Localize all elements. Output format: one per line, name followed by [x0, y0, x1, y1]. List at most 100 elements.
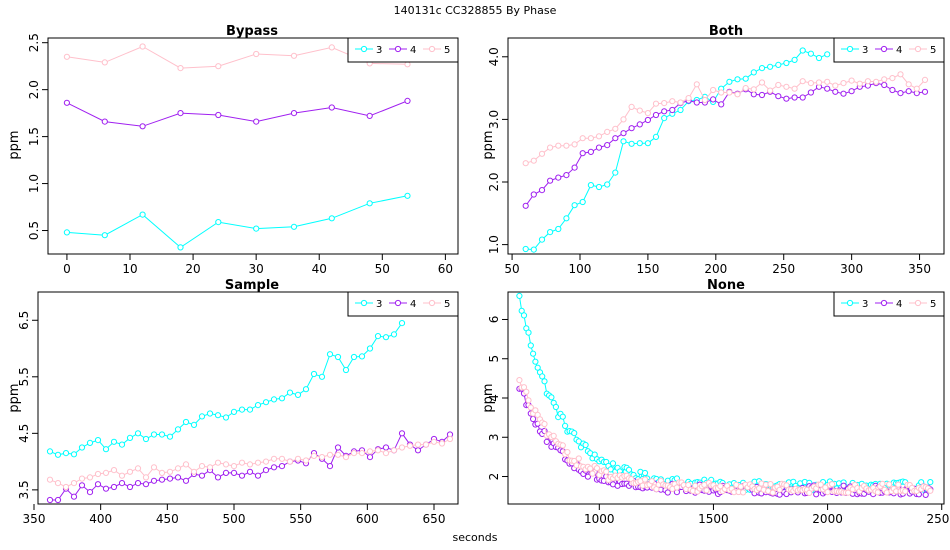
data-point: [126, 434, 134, 441]
y-axis-label: ppm: [481, 383, 496, 412]
data-point: [832, 88, 839, 95]
data-point: [166, 475, 174, 482]
data-point: [718, 89, 725, 96]
data-point: [254, 472, 262, 479]
data-point: [620, 116, 627, 123]
data-point: [246, 406, 254, 413]
data-point: [824, 51, 831, 58]
data-point: [547, 144, 554, 151]
data-point: [522, 245, 529, 253]
data-point: [652, 111, 660, 119]
x-tick-label: 0: [63, 262, 71, 276]
data-point: [230, 408, 238, 415]
data-point: [807, 89, 815, 96]
data-point: [78, 444, 86, 451]
data-point: [881, 81, 888, 89]
data-point: [685, 481, 692, 489]
data-point: [366, 200, 373, 207]
data-point: [791, 56, 798, 64]
y-tick-label: 5.5: [17, 367, 31, 386]
data-point: [902, 488, 909, 495]
data-point: [648, 478, 655, 485]
data-point: [118, 472, 126, 479]
data-point: [70, 480, 78, 487]
data-point: [238, 406, 246, 413]
data-point: [366, 448, 374, 455]
data-point: [775, 61, 782, 69]
data-point: [530, 350, 537, 357]
data-point: [254, 459, 262, 466]
data-point: [726, 89, 733, 96]
data-point: [661, 115, 668, 122]
x-tick-label: 50: [504, 262, 519, 276]
data-point: [652, 100, 660, 107]
data-point: [740, 489, 747, 496]
legend-label: 3: [862, 45, 868, 56]
legend-marker: [394, 45, 402, 53]
data-point: [889, 86, 896, 94]
data-point: [579, 198, 586, 206]
data-point: [620, 138, 627, 145]
data-point: [582, 441, 589, 449]
data-point: [326, 451, 334, 458]
data-point: [609, 460, 617, 467]
data-point: [555, 225, 562, 233]
data-point: [382, 334, 390, 341]
data-point: [62, 483, 70, 491]
data-point: [522, 202, 529, 209]
y-tick-label: 3.5: [17, 480, 31, 499]
x-tick-label: 150: [636, 262, 659, 276]
data-point: [54, 496, 62, 504]
data-point: [94, 470, 102, 478]
data-point: [326, 463, 334, 470]
data-point: [548, 394, 555, 401]
data-point: [78, 482, 86, 489]
data-point: [628, 140, 635, 147]
data-point: [328, 44, 335, 51]
series-line-3: [525, 49, 828, 251]
x-tick-label: 40: [312, 262, 327, 276]
data-point: [101, 59, 108, 66]
data-point: [604, 142, 611, 149]
data-point: [328, 104, 335, 111]
data-point: [63, 53, 71, 60]
data-point: [182, 477, 190, 484]
data-point: [190, 468, 198, 475]
data-point: [177, 110, 184, 117]
data-point: [94, 437, 102, 444]
data-point: [767, 481, 774, 488]
data-point: [783, 95, 790, 102]
data-point: [579, 150, 586, 157]
data-point: [718, 101, 725, 108]
data-point: [101, 118, 108, 125]
data-point: [829, 481, 836, 488]
data-point: [750, 69, 757, 76]
data-point: [134, 465, 142, 472]
plot-area: [46, 320, 454, 504]
panel-title: Both: [709, 24, 743, 39]
panel-title: Sample: [225, 278, 279, 293]
series-line-3: [66, 195, 408, 249]
data-point: [102, 446, 110, 453]
data-point: [527, 404, 534, 411]
data-point: [824, 85, 831, 92]
data-point: [139, 43, 146, 50]
data-point: [775, 93, 782, 100]
data-point: [253, 118, 260, 125]
plot-frame: [507, 291, 945, 505]
y-tick-label: 4: [487, 394, 501, 402]
data-point: [390, 331, 398, 338]
data-point: [603, 468, 610, 475]
data-point: [290, 52, 298, 59]
data-point: [571, 141, 578, 148]
data-point: [538, 236, 546, 243]
data-point: [921, 76, 929, 84]
data-point: [799, 47, 806, 54]
x-tick-label: 1500: [698, 512, 729, 526]
legend-label: 3: [376, 299, 382, 310]
data-point: [246, 468, 254, 475]
x-tick-label: 350: [908, 262, 931, 276]
series-line-5: [525, 73, 926, 164]
x-tick-label: 200: [704, 262, 727, 276]
